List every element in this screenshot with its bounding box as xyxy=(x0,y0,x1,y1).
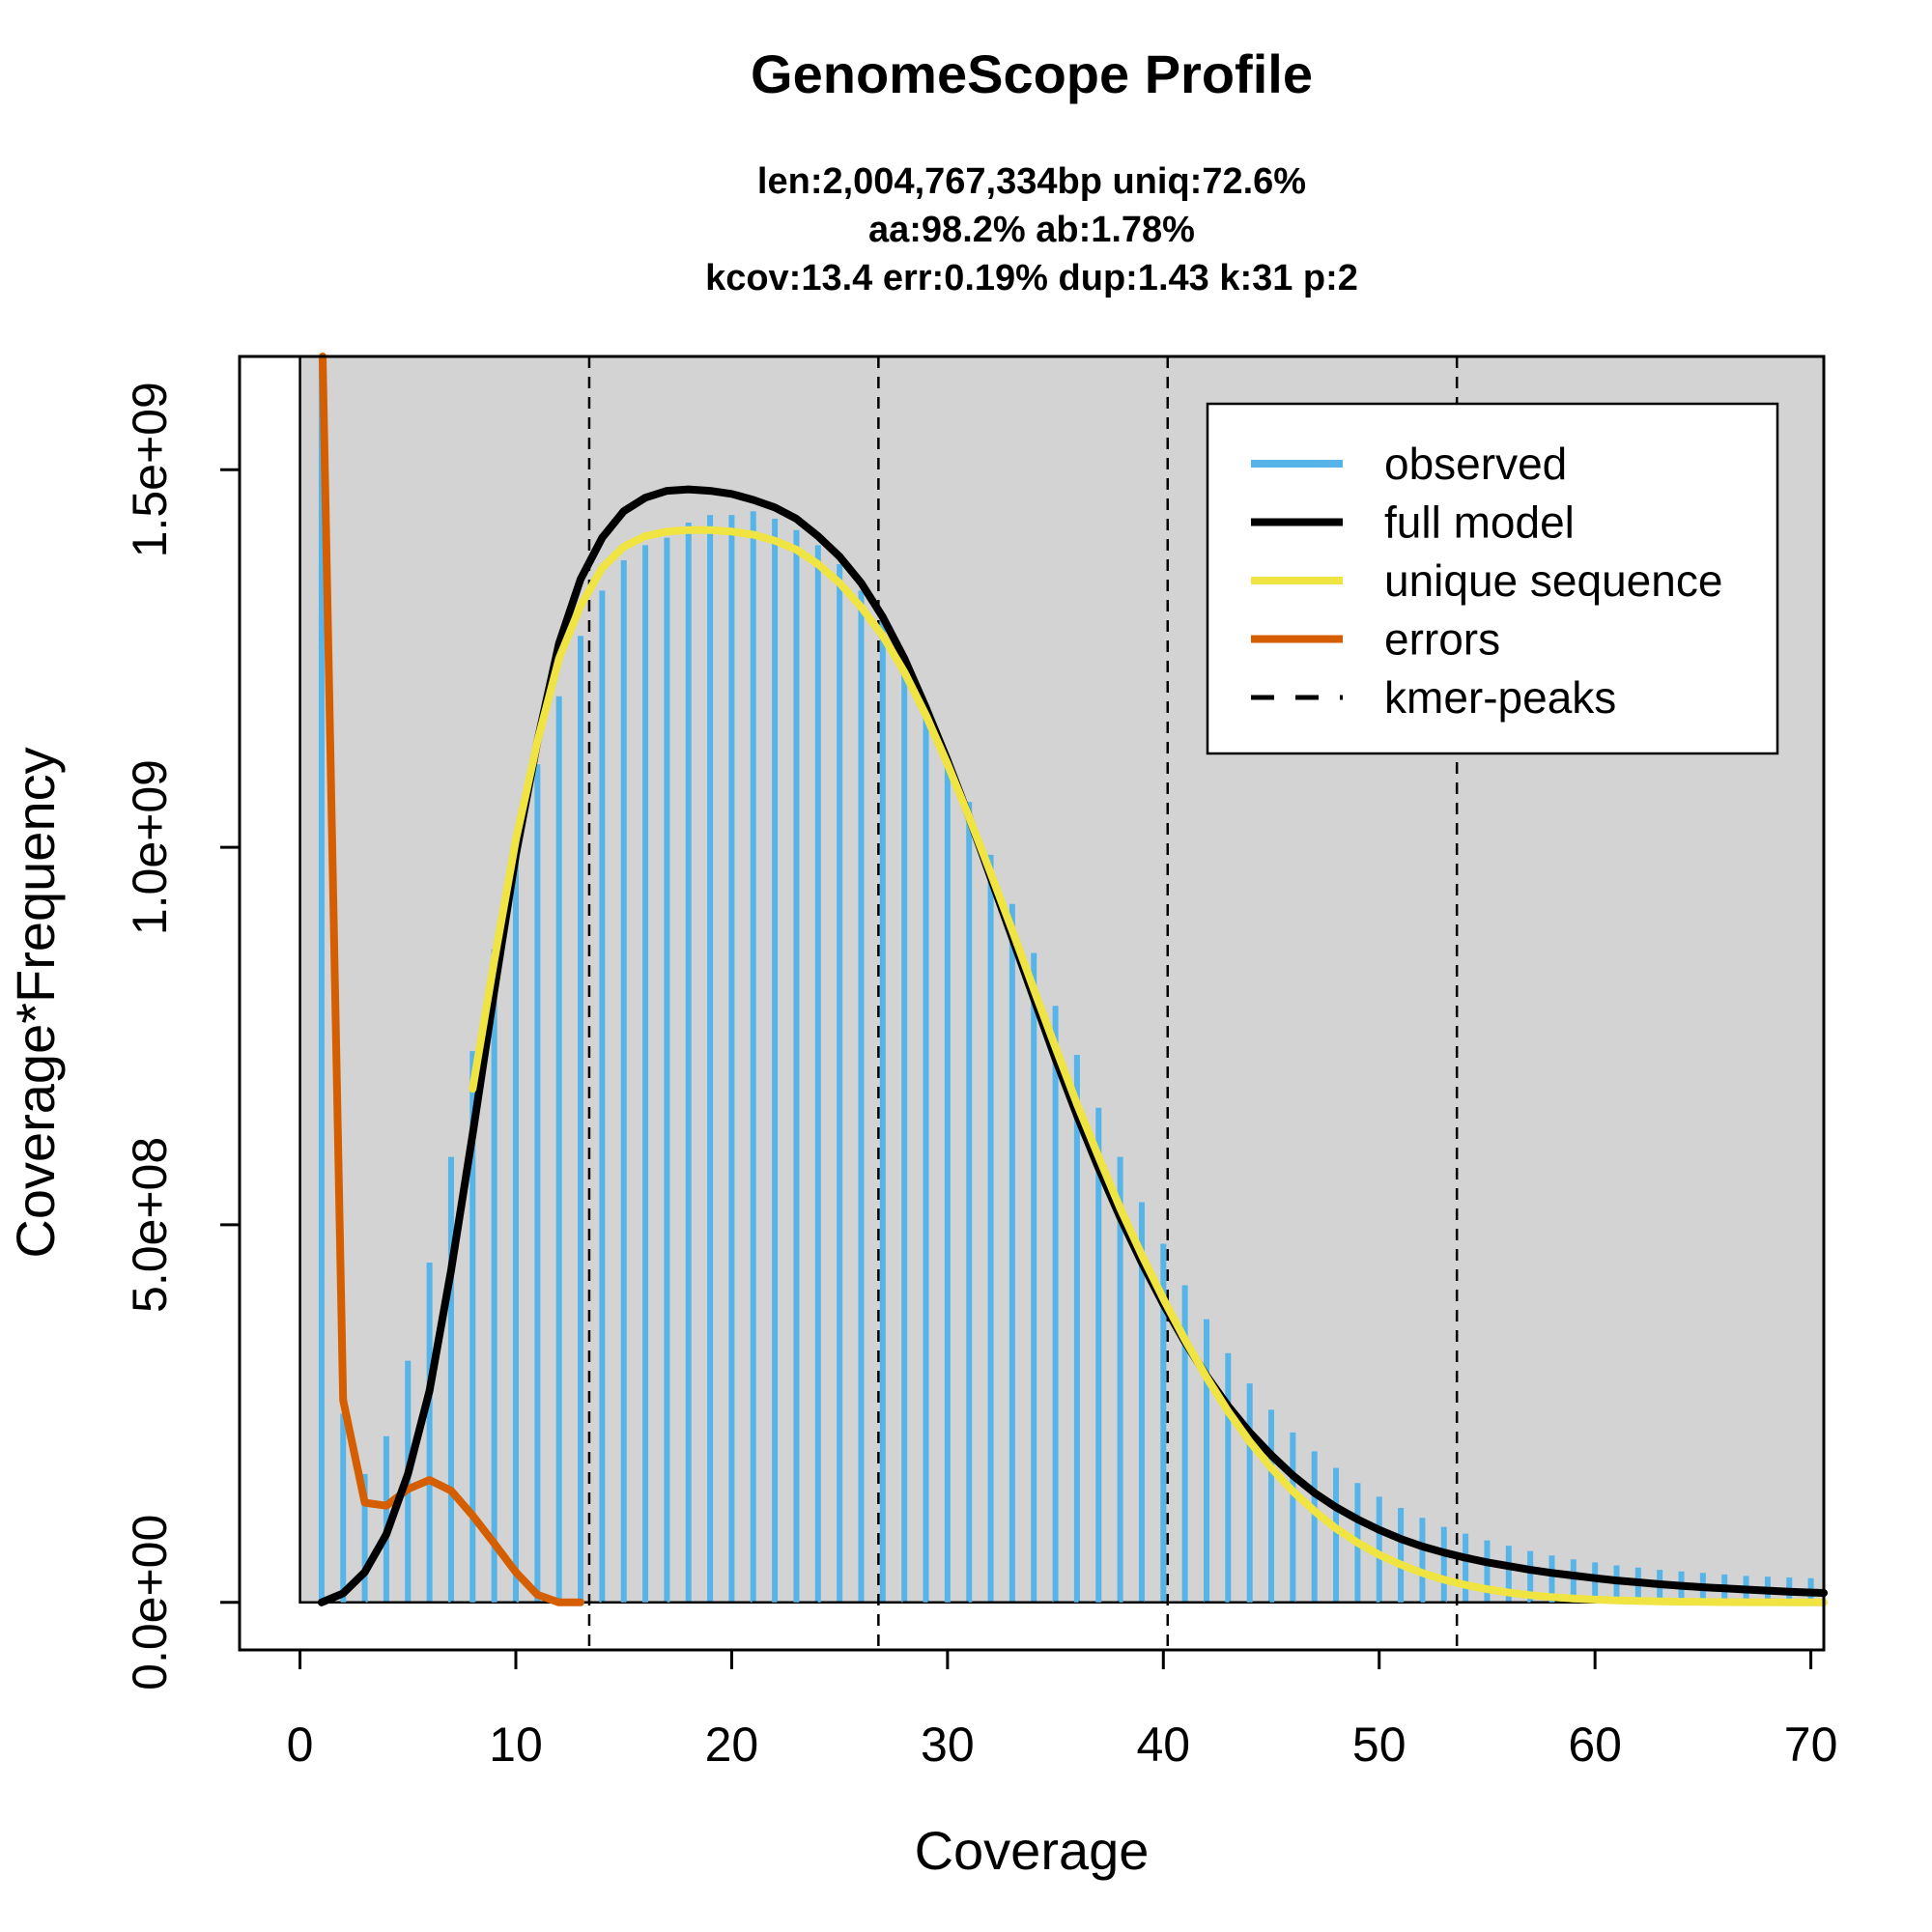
model-lines xyxy=(317,353,1828,1606)
x-tick-label: 0 xyxy=(287,1718,314,1772)
x-tick-label: 40 xyxy=(1136,1718,1190,1772)
chart-subtitle-line-2: aa:98.2% ab:1.78% xyxy=(868,210,1195,250)
y-axis-ticks: 0.0e+00 5.0e+08 1.0e+09 1.5e+09 xyxy=(123,382,240,1690)
y-tick-label: 1.0e+09 xyxy=(123,759,177,935)
legend-label: kmer-peaks xyxy=(1384,672,1616,723)
x-axis-label: Coverage xyxy=(915,1820,1150,1881)
legend-label: errors xyxy=(1384,614,1500,665)
x-axis-ticks: 0 10 20 30 40 50 60 70 xyxy=(287,1650,1838,1772)
legend-label: full model xyxy=(1384,497,1575,548)
legend-label: unique sequence xyxy=(1384,555,1722,606)
kmer-peak-lines xyxy=(587,356,1459,1650)
full-model-line xyxy=(317,485,1828,1606)
x-tick-label: 20 xyxy=(705,1718,759,1772)
plot-frame xyxy=(238,355,1826,1652)
y-tick-label: 5.0e+08 xyxy=(123,1137,177,1313)
chart-title: GenomeScope Profile xyxy=(751,43,1313,104)
x-tick-label: 10 xyxy=(489,1718,543,1772)
legend-label: observed xyxy=(1384,439,1567,489)
x-tick-label: 60 xyxy=(1568,1718,1622,1772)
observed-bars xyxy=(318,356,1814,1603)
chart-subtitle-line-3: kcov:13.4 err:0.19% dup:1.43 k:31 p:2 xyxy=(705,258,1358,298)
y-tick-label: 1.5e+09 xyxy=(123,382,177,557)
legend: observed full model unique sequence errors k… xyxy=(1206,402,1779,755)
y-axis-label: Coverage*Frequency xyxy=(5,747,66,1258)
unique-sequence-line xyxy=(469,526,1828,1606)
errors-line xyxy=(319,353,584,1606)
chart-subtitle-line-1: len:2,004,767,334bp uniq:72.6% xyxy=(757,161,1306,202)
y-tick-label: 0.0e+00 xyxy=(123,1515,177,1690)
x-tick-label: 70 xyxy=(1784,1718,1838,1772)
x-tick-label: 50 xyxy=(1352,1718,1406,1772)
x-tick-label: 30 xyxy=(921,1718,975,1772)
